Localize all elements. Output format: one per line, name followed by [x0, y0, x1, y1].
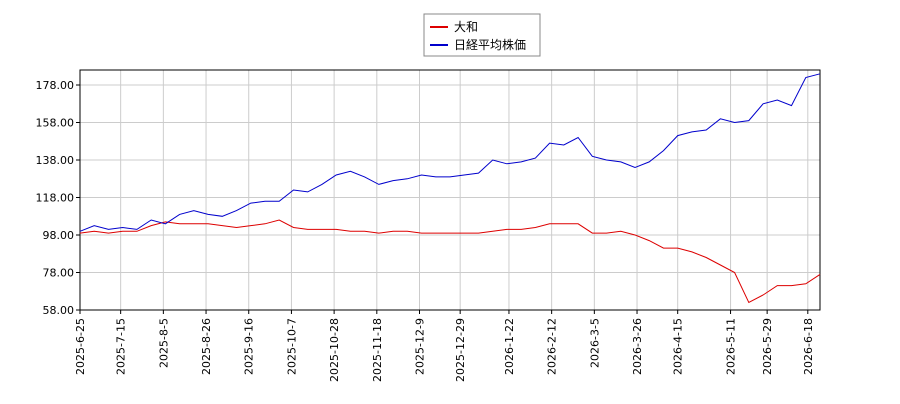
x-tick-label: 2025-8-5	[157, 318, 170, 368]
series-line	[79, 219, 821, 304]
x-tick-label: 2026-6-18	[802, 318, 815, 375]
series-line	[79, 73, 821, 232]
x-tick-label: 2026-3-5	[588, 318, 601, 368]
x-tick-label: 2025-11-18	[371, 318, 384, 382]
x-tick-label: 2026-5-11	[725, 318, 738, 375]
y-tick-label: 158.00	[36, 117, 75, 130]
y-tick-label: 138.00	[36, 154, 75, 167]
y-tick-label: 98.00	[43, 229, 75, 242]
y-tick-label: 58.00	[43, 304, 75, 317]
x-tick-label: 2025-6-25	[74, 318, 87, 375]
plot-frame	[79, 69, 821, 311]
x-tick-label: 2026-1-22	[503, 318, 516, 375]
x-tick-label: 2025-7-15	[115, 318, 128, 375]
x-tick-label: 2025-10-7	[285, 318, 298, 375]
y-tick-label: 78.00	[43, 267, 75, 280]
x-tick-label: 2026-3-26	[631, 318, 644, 375]
x-tick-label: 2026-5-29	[761, 318, 774, 375]
y-tick-label: 118.00	[36, 192, 75, 205]
legend-box	[423, 13, 541, 57]
x-tick-label: 2025-12-29	[454, 318, 467, 382]
y-tick-label: 178.00	[36, 79, 75, 92]
legend-label: 日経平均株価	[454, 37, 526, 52]
legend-label: 大和	[454, 20, 478, 34]
x-tick-label: 2026-4-15	[672, 318, 685, 375]
x-tick-label: 2025-12-9	[414, 318, 427, 375]
x-tick-label: 2025-8-26	[200, 318, 213, 375]
x-tick-label: 2026-2-12	[546, 318, 559, 375]
x-tick-label: 2025-9-16	[243, 318, 256, 375]
x-tick-label: 2025-10-28	[328, 318, 341, 382]
